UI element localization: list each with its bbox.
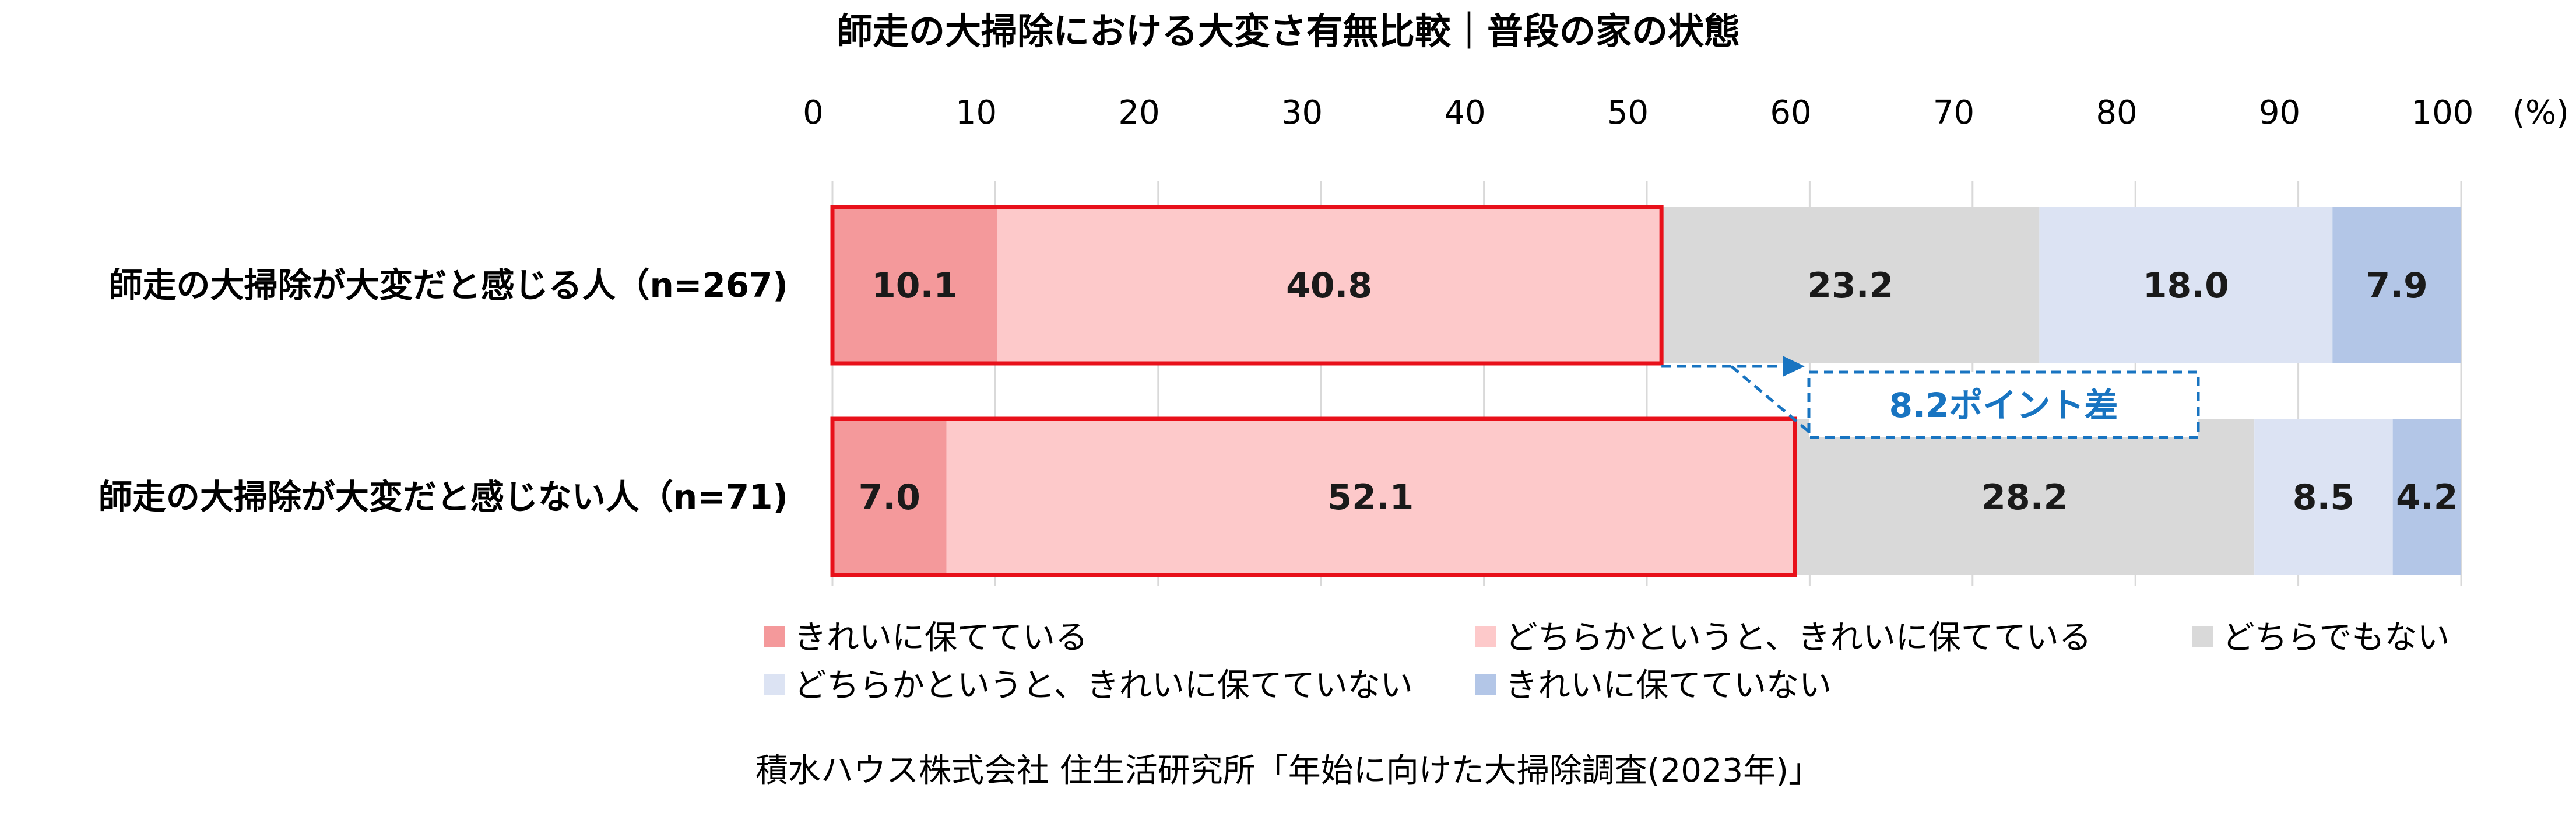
- x-tick-label: 90: [2259, 94, 2300, 132]
- highlight-box: [830, 416, 1797, 577]
- bar-segment: [1795, 419, 2255, 575]
- source-note: 積水ハウス株式会社 住生活研究所「年始に向けた大掃除調査(2023年)」: [755, 752, 1821, 790]
- legend-swatch: [1475, 674, 1496, 695]
- bar-segment: [1661, 207, 2040, 363]
- data-label: 7.0: [859, 477, 920, 518]
- bar-segment: [2254, 419, 2393, 575]
- data-label: 4.2: [2396, 477, 2458, 518]
- bar-segment: [832, 419, 947, 575]
- bar-segment: [832, 207, 997, 363]
- legend-label: どちらでもない: [2222, 619, 2450, 657]
- highlight-box: [830, 205, 1664, 366]
- bar-segment: [2332, 207, 2461, 363]
- x-tick-label: 60: [1770, 94, 1811, 132]
- x-axis-ticks: 0 10 20 30 40 50 60 70 80 90 100: [803, 94, 2473, 132]
- legend-label: どちらかというと、きれいに保てている: [1505, 619, 2092, 657]
- x-tick-label: 70: [1933, 94, 1974, 132]
- annotation-arrowhead: [1783, 356, 1805, 377]
- x-axis-unit: (%): [2512, 94, 2569, 132]
- x-tick-label: 100: [2412, 94, 2474, 132]
- highlight-boxes: [830, 205, 1797, 577]
- difference-annotation: 8.2ポイント差: [1661, 356, 2200, 439]
- x-tick-label: 0: [803, 94, 824, 132]
- category-label: 師走の大掃除が大変だと感じない人（n=71): [99, 477, 788, 517]
- category-label: 師走の大掃除が大変だと感じる人（n=267): [109, 265, 788, 305]
- chart-title: 師走の大掃除における大変さ有無比較｜普段の家の状態: [837, 10, 1740, 52]
- legend-swatch: [764, 674, 785, 695]
- bar-segment: [997, 207, 1662, 363]
- legend: きれいに保てている どちらかというと、きれいに保てている どちらでもないどちらかとい…: [764, 619, 2450, 705]
- category-labels: 師走の大掃除が大変だと感じる人（n=267) 師走の大掃除が大変だと感じない人（n…: [99, 265, 788, 517]
- bar-segment: [2039, 207, 2333, 363]
- x-tick-label: 80: [2096, 94, 2137, 132]
- legend-swatch: [1475, 626, 1496, 647]
- data-label: 28.2: [1981, 477, 2068, 518]
- x-tick-label: 40: [1444, 94, 1485, 132]
- annotation-arrow: [1661, 365, 1810, 433]
- annotation-text: 8.2ポイント差: [1889, 386, 2118, 425]
- legend-swatch: [764, 626, 785, 647]
- bars: 10.1 40.8 23.2 18.0 7.9 7.0 52.1 28.2 8.5 4.2: [832, 207, 2461, 575]
- data-label: 10.1: [871, 265, 958, 306]
- x-tick-label: 30: [1281, 94, 1323, 132]
- data-label: 7.9: [2366, 265, 2427, 306]
- x-tick-label: 50: [1607, 94, 1649, 132]
- data-label: 18.0: [2143, 265, 2229, 306]
- legend-label: きれいに保てている: [794, 619, 1088, 657]
- data-label: 8.5: [2293, 477, 2354, 518]
- legend-label: きれいに保てていない: [1505, 667, 1832, 705]
- data-label: 23.2: [1807, 265, 1893, 306]
- legend-label: どちらかというと、きれいに保てていない: [794, 667, 1413, 705]
- bar-segment: [946, 419, 1795, 575]
- x-tick-label: 20: [1118, 94, 1159, 132]
- x-tick-label: 10: [955, 94, 997, 132]
- data-label: 40.8: [1286, 265, 1372, 306]
- legend-swatch: [2192, 626, 2213, 647]
- bar-segment: [2392, 419, 2461, 575]
- data-label: 52.1: [1327, 477, 1414, 518]
- annotation-box: [1807, 370, 2200, 439]
